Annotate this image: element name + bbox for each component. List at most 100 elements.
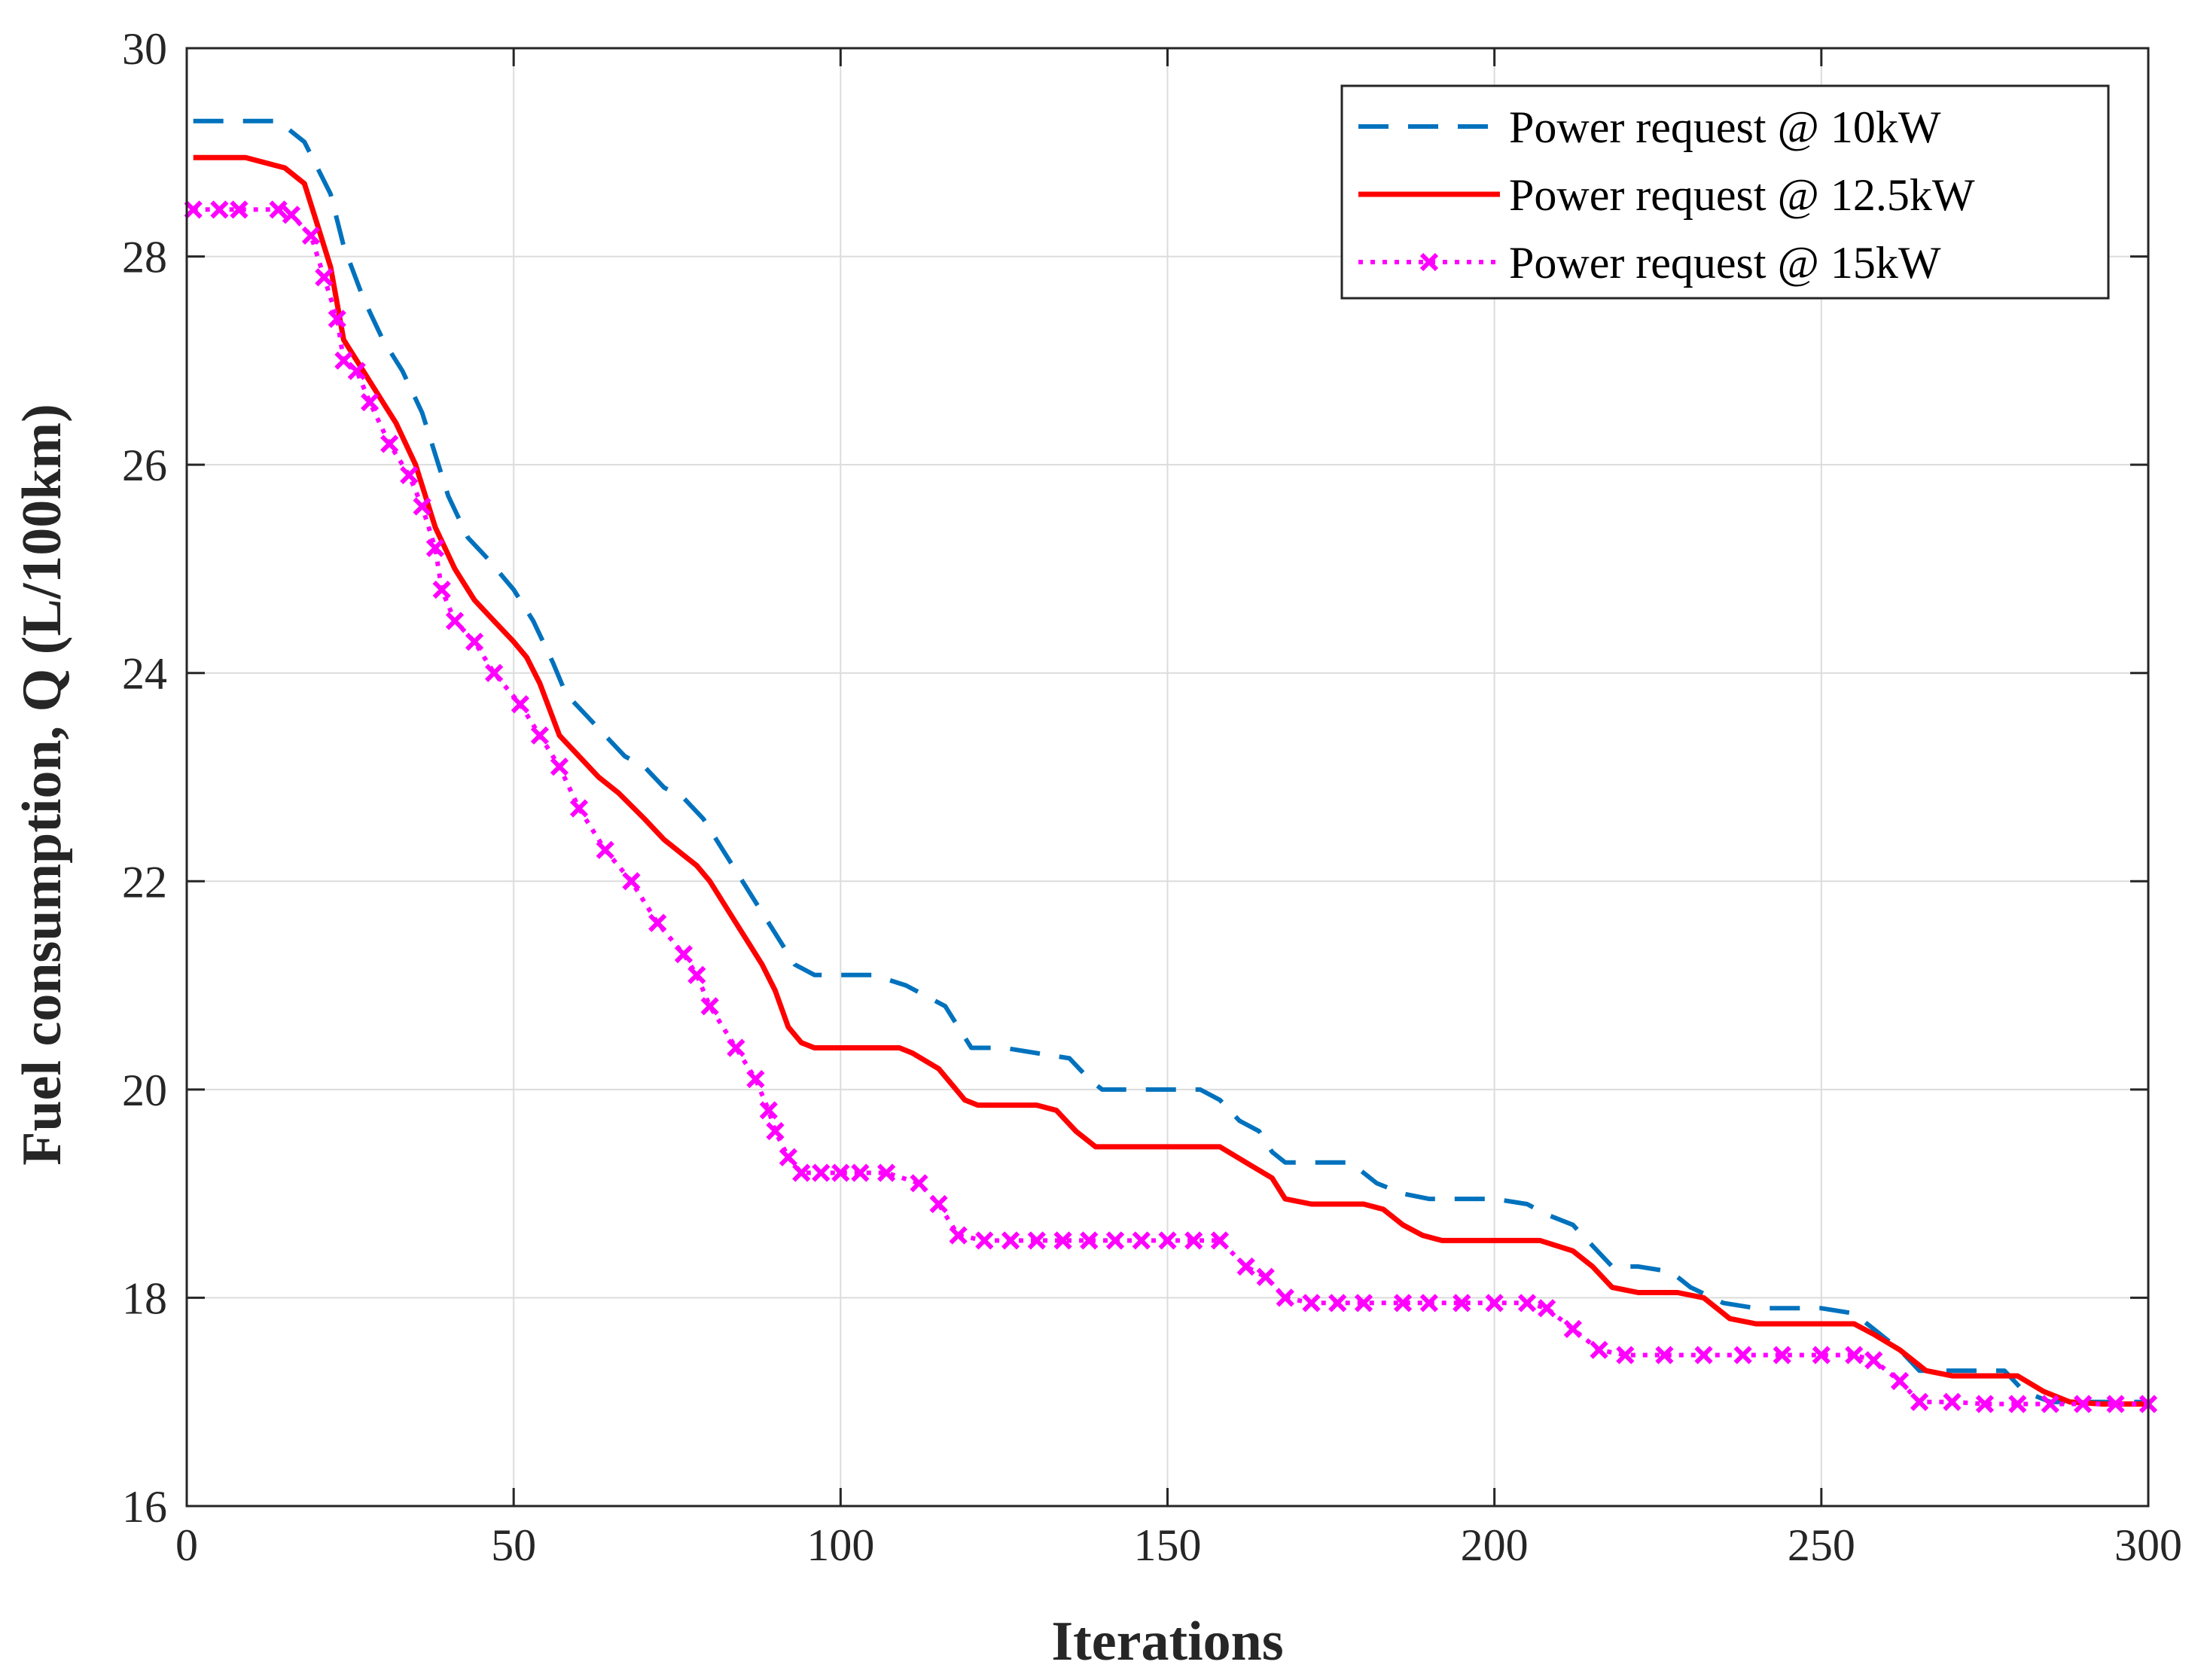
- series-2: [193, 154, 2148, 1407]
- data-point: [975, 1231, 994, 1250]
- data-point: [1975, 1395, 1995, 1413]
- x-tick-label: 250: [1788, 1520, 1855, 1570]
- data-point: [1563, 1319, 1582, 1339]
- y-tick-label: 30: [122, 24, 167, 74]
- data-point: [1517, 1294, 1537, 1313]
- data-point: [766, 1122, 785, 1141]
- data-point: [700, 997, 719, 1016]
- data-point: [1328, 1294, 1347, 1313]
- data-point: [1027, 1231, 1046, 1250]
- data-point: [380, 434, 399, 453]
- y-tick-label: 16: [122, 1482, 167, 1532]
- legend: Power request @ 10kW Power request @ 12.5…: [1340, 84, 2110, 300]
- data-point: [184, 200, 203, 219]
- x-tick-label: 50: [491, 1520, 536, 1570]
- data-point: [1616, 1346, 1635, 1364]
- series-line: [193, 207, 2148, 1407]
- legend-item: Power request @ 10kW: [1358, 102, 1941, 152]
- data-point: [1773, 1346, 1791, 1364]
- y-tick-label: 26: [122, 441, 167, 490]
- data-point: [2106, 1395, 2125, 1413]
- x-tick-label: 0: [175, 1520, 198, 1570]
- legend-label: Power request @ 10kW: [1509, 102, 1941, 152]
- data-point: [622, 872, 641, 891]
- legend-label: Power request @ 15kW: [1509, 238, 1941, 288]
- data-point: [2074, 1395, 2093, 1413]
- data-point: [465, 633, 484, 651]
- data-point: [1354, 1294, 1373, 1313]
- data-point: [759, 1101, 778, 1120]
- data-point: [1393, 1294, 1413, 1313]
- data-point: [1080, 1231, 1099, 1250]
- data-point: [1733, 1346, 1752, 1364]
- data-point: [1236, 1257, 1255, 1276]
- data-point: [210, 200, 229, 219]
- data-point: [1538, 1299, 1556, 1318]
- data-point: [1105, 1231, 1125, 1250]
- data-point: [269, 200, 288, 219]
- data-point: [596, 840, 614, 859]
- data-point: [2041, 1395, 2059, 1413]
- x-tick-label: 150: [1134, 1520, 1202, 1570]
- data-point: [511, 695, 529, 714]
- data-point: [484, 663, 504, 682]
- data-point: [949, 1226, 968, 1245]
- data-point: [432, 580, 451, 599]
- data-point: [851, 1163, 870, 1182]
- data-point: [1302, 1294, 1321, 1313]
- series-line: [193, 118, 2148, 1404]
- y-tick-label: 22: [122, 857, 167, 907]
- data-point: [1184, 1231, 1203, 1250]
- legend-marker: [1419, 252, 1439, 272]
- data-point: [361, 393, 380, 412]
- data-point: [328, 309, 346, 328]
- data-point: [831, 1163, 850, 1182]
- data-point: [301, 226, 321, 245]
- data-point: [910, 1174, 928, 1193]
- data-point: [1864, 1351, 1883, 1370]
- data-point: [425, 538, 445, 557]
- data-point: [1276, 1288, 1294, 1307]
- data-point: [1694, 1346, 1713, 1364]
- data-point: [929, 1194, 948, 1214]
- data-point: [347, 361, 366, 380]
- data-point: [1453, 1294, 1471, 1313]
- data-point: [530, 726, 550, 745]
- data-point: [445, 611, 465, 630]
- data-point: [315, 268, 334, 287]
- y-tick-label: 18: [122, 1273, 167, 1323]
- y-tick-label: 20: [122, 1066, 167, 1115]
- data-point: [400, 465, 419, 485]
- data-point: [1590, 1340, 1608, 1359]
- data-point: [230, 200, 248, 219]
- data-point: [569, 799, 589, 818]
- data-point: [1210, 1231, 1230, 1250]
- legend-item: Power request @ 15kW: [1358, 238, 1941, 288]
- data-point: [1001, 1231, 1020, 1250]
- x-tick-label: 200: [1461, 1520, 1529, 1570]
- series-3: [184, 200, 2158, 1413]
- data-point: [1419, 1294, 1438, 1313]
- data-point: [282, 206, 301, 224]
- data-point: [792, 1163, 811, 1182]
- y-tick-label: 28: [122, 233, 167, 282]
- data-point: [1943, 1392, 1962, 1411]
- x-tick-label: 300: [2114, 1520, 2182, 1570]
- data-point: [2008, 1395, 2027, 1413]
- axes-layer: 0 50 100 150 200 250 300 16 18 20 22 24 26 28 30: [122, 24, 2182, 1570]
- data-point: [1655, 1346, 1674, 1364]
- data-point: [1053, 1231, 1072, 1250]
- data-point: [550, 758, 569, 776]
- data-point: [779, 1148, 797, 1166]
- series-1: [193, 118, 2148, 1404]
- data-point: [687, 965, 706, 984]
- series-layer: [184, 118, 2158, 1413]
- data-point: [1812, 1346, 1831, 1364]
- data-point: [1158, 1231, 1177, 1250]
- data-point: [1845, 1346, 1864, 1364]
- x-tick-label: 100: [806, 1520, 874, 1570]
- data-point: [746, 1069, 765, 1089]
- data-point: [648, 913, 667, 932]
